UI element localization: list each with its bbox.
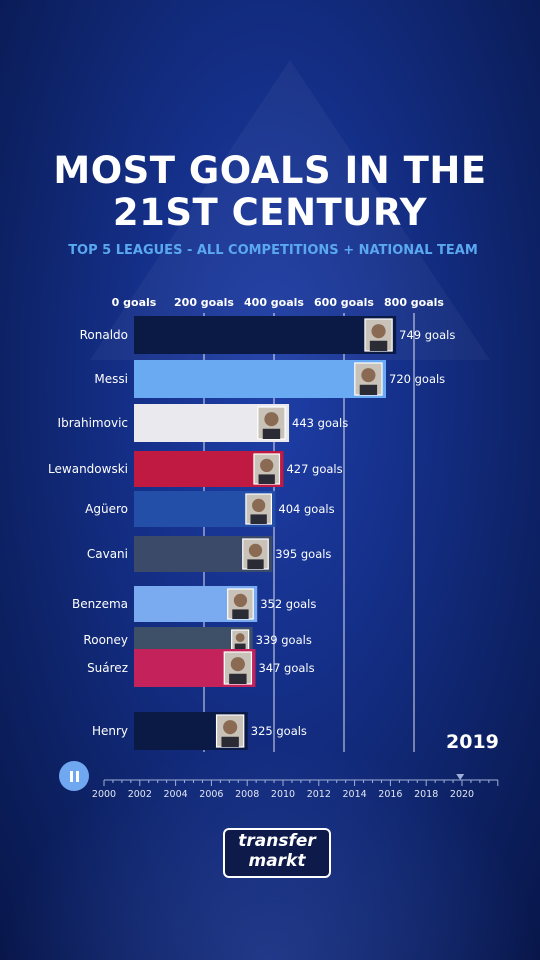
timeline-tick-label: 2000: [92, 789, 116, 800]
bar-value-label: 352 goals: [260, 597, 316, 611]
x-tick-label: 400 goals: [244, 296, 304, 309]
player-photo-face: [230, 657, 245, 672]
bar-value-label: 427 goals: [286, 462, 342, 476]
bar-category-label: Ibrahimovic: [58, 416, 128, 430]
timeline-tick-label: 2008: [235, 789, 259, 800]
bar-category-label: Henry: [92, 724, 128, 738]
bar-value-label: 325 goals: [251, 724, 307, 738]
bar-value-label: 347 goals: [258, 661, 314, 675]
player-photo-body: [247, 559, 264, 569]
bar-value-label: 720 goals: [389, 372, 445, 386]
current-year-label: 2019: [446, 731, 499, 753]
bar-value-label: 749 goals: [399, 328, 455, 342]
player-photo-face: [233, 593, 248, 608]
pause-icon-bar: [75, 770, 79, 782]
player-photo-face: [361, 368, 376, 383]
title-line-2: 21ST CENTURY: [112, 191, 428, 234]
player-photo-body: [229, 673, 247, 684]
bar-value-label: 404 goals: [278, 502, 334, 516]
transfermarkt-logo: transfer markt: [223, 828, 331, 878]
x-tick-label: 600 goals: [314, 296, 374, 309]
player-photo-body: [221, 736, 239, 747]
chart-subtitle: TOP 5 LEAGUES - ALL COMPETITIONS + NATIO…: [68, 243, 478, 258]
timeline-tick-label: 2012: [307, 789, 331, 800]
timeline-tick-label: 2020: [450, 789, 474, 800]
player-photo-face: [235, 633, 245, 643]
timeline-tick-label: 2004: [164, 789, 188, 800]
player-photo-body: [258, 474, 275, 484]
timeline-tick-label: 2014: [343, 789, 367, 800]
timeline-tick-label: 2016: [378, 789, 402, 800]
x-tick-label: 200 goals: [174, 296, 234, 309]
timeline-tick-label: 2018: [414, 789, 438, 800]
bar: [134, 360, 386, 398]
player-photo-body: [262, 428, 281, 439]
logo-line-2: markt: [248, 851, 306, 871]
title-line-1: MOST GOALS IN THE: [53, 149, 487, 192]
player-photo-body: [369, 340, 388, 351]
timeline-tick-label: 2010: [271, 789, 295, 800]
background-shape: [90, 60, 490, 360]
page-title: MOST GOALS IN THE 21ST CENTURY: [0, 150, 540, 234]
player-photo-face: [248, 543, 263, 558]
player-photo-body: [232, 609, 249, 619]
player-photo-body: [359, 384, 378, 395]
player-photo-face: [264, 412, 279, 427]
player-photo-face: [260, 458, 274, 473]
timeline-marker: [456, 774, 465, 780]
bar-category-label: Ronaldo: [80, 328, 128, 342]
x-tick-label: 0 goals: [112, 296, 157, 309]
player-photo-face: [252, 498, 266, 513]
pause-icon-bar: [69, 770, 73, 782]
bar-category-label: Agüero: [85, 502, 128, 516]
bar-category-label: Cavani: [87, 547, 128, 561]
logo-line-1: transfer: [238, 831, 316, 851]
bar-category-label: Rooney: [83, 633, 128, 647]
bar-value-label: 395 goals: [275, 547, 331, 561]
timeline-tick-label: 2002: [128, 789, 152, 800]
bar-category-label: Suárez: [87, 661, 128, 675]
player-photo-face: [223, 720, 238, 735]
x-tick-label: 800 goals: [384, 296, 444, 309]
player-photo-body: [234, 643, 246, 650]
player-photo-body: [250, 514, 267, 524]
bar-category-label: Lewandowski: [48, 462, 128, 476]
pause-button[interactable]: [59, 761, 89, 791]
player-photo-face: [371, 324, 386, 339]
timeline-tick-label: 2006: [199, 789, 223, 800]
bar-value-label: 339 goals: [256, 633, 312, 647]
bar-category-label: Messi: [94, 372, 128, 386]
bar-category-label: Benzema: [72, 597, 128, 611]
bar-value-label: 443 goals: [292, 416, 348, 430]
bar: [134, 316, 397, 354]
